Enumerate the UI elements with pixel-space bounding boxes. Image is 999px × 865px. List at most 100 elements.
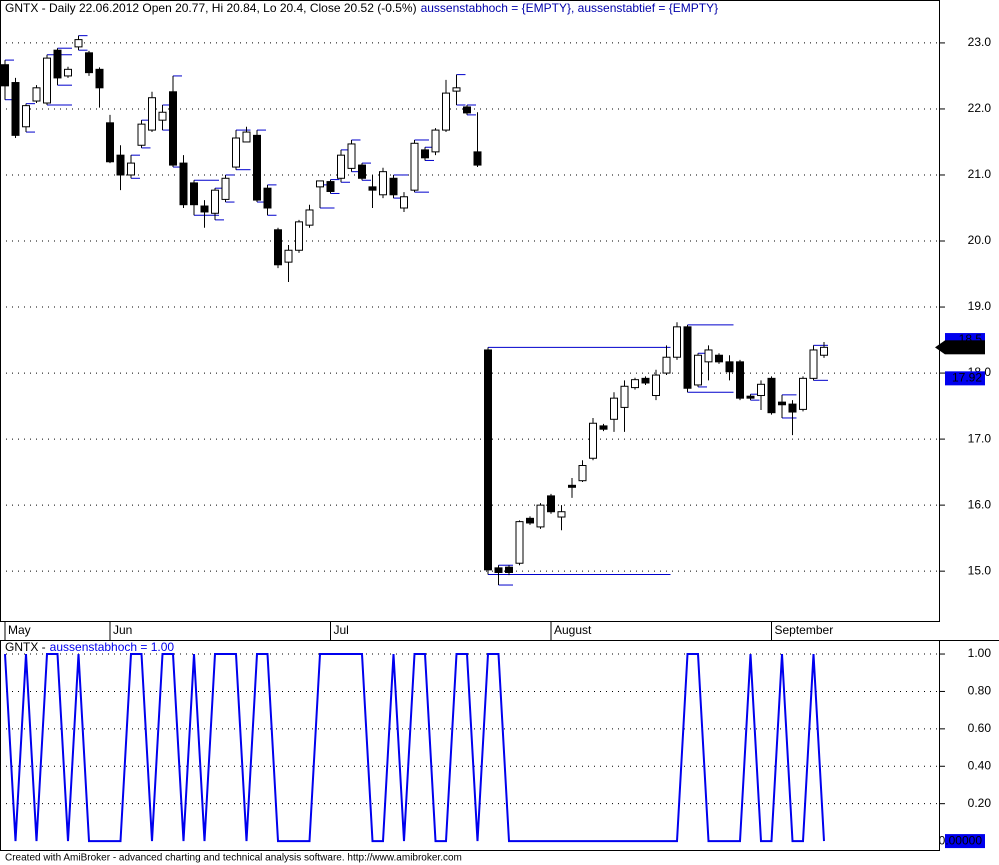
y-tick-label: 15.0	[968, 563, 992, 577]
candle-body	[179, 162, 188, 206]
candle-body	[599, 425, 608, 430]
candle-body	[473, 151, 482, 166]
candle-body	[316, 180, 324, 188]
y-tick-label: 17.0	[968, 431, 992, 445]
candle-body	[400, 196, 408, 209]
candle-body	[746, 395, 755, 399]
candle-body	[85, 52, 93, 74]
candle-body	[505, 566, 513, 573]
candle-body	[410, 142, 419, 191]
candle-body	[358, 164, 366, 179]
candle-body	[295, 221, 303, 251]
candle-body	[515, 521, 524, 564]
price-marker-label: 17.92	[952, 371, 982, 385]
candle-body	[788, 403, 797, 413]
candle-body	[284, 249, 293, 263]
candle-body	[725, 361, 734, 373]
candle-body	[337, 154, 345, 179]
y-tick-label: 0.60	[968, 721, 992, 735]
x-tick-label: Jul	[334, 623, 349, 637]
candle-body	[95, 68, 104, 89]
candle-body	[484, 349, 492, 571]
candle-body	[442, 92, 450, 131]
candle-body	[694, 354, 702, 386]
candle-body	[536, 504, 545, 528]
marker-arrow	[935, 340, 945, 355]
title: GNTX - Daily 22.06.2012 Open 20.77, Hi 2…	[5, 1, 417, 15]
indicator-title: GNTX - aussenstabhoch = 1.00	[5, 640, 174, 654]
candle-body	[1, 64, 9, 87]
candle-body	[326, 181, 335, 192]
candle-body	[169, 91, 177, 166]
price-marker	[945, 834, 985, 849]
candle-body	[704, 349, 713, 363]
candle-body	[641, 377, 650, 384]
candle-body	[463, 106, 471, 114]
candle-body	[379, 171, 387, 196]
candle-body	[557, 511, 566, 518]
indicator-pane	[0, 640, 940, 851]
candle-body	[452, 87, 461, 92]
candle-body	[568, 484, 576, 488]
candle-body	[200, 205, 209, 213]
candle-body	[715, 354, 723, 363]
y-tick-label: 23.0	[968, 35, 992, 49]
candle-body	[683, 326, 692, 389]
candle-body	[578, 465, 587, 482]
candle-body	[32, 87, 41, 102]
y-tick-label: 20.0	[968, 233, 992, 247]
indicator-line	[4, 653, 825, 843]
candle-body	[652, 374, 660, 397]
candle-body	[368, 186, 377, 191]
x-tick-label: May	[8, 623, 31, 637]
candle-body	[242, 131, 251, 143]
price-title: GNTX - Daily 22.06.2012 Open 20.77, Hi 2…	[5, 1, 718, 15]
candle-body	[820, 346, 828, 356]
candle-body	[148, 97, 156, 131]
y-tick-label: 16.0	[968, 497, 992, 511]
candle-body	[137, 123, 146, 146]
candle-body	[190, 182, 198, 206]
candle-body	[757, 383, 765, 397]
candle-body	[305, 209, 314, 226]
y-tick-label: 1.00	[968, 646, 992, 660]
candle-body	[767, 377, 776, 414]
x-tick-label: August	[554, 623, 592, 637]
title: GNTX -	[5, 640, 46, 654]
y-tick-label: 0.80	[968, 684, 992, 698]
subtitle: aussenstabhoch = 1.00	[50, 640, 175, 654]
candle-body	[263, 187, 272, 209]
candle-body	[221, 177, 230, 200]
candle-body	[736, 361, 744, 399]
candle-body	[673, 326, 681, 358]
candle-body	[211, 189, 219, 214]
candle-body	[53, 49, 62, 79]
candle-body	[158, 111, 167, 121]
x-tick-label: September	[775, 623, 834, 637]
candle-body	[589, 422, 597, 459]
candle-body	[347, 143, 356, 169]
candle-body	[799, 377, 807, 410]
candle-body	[127, 162, 135, 176]
candle-body	[421, 149, 429, 159]
candle-body	[631, 379, 639, 389]
candle-body	[547, 495, 555, 513]
footer: Created with AmiBroker - advanced charti…	[5, 853, 462, 864]
candle-body	[662, 356, 671, 374]
candle-body	[778, 401, 786, 406]
candle-body	[274, 229, 282, 266]
y-tick-label: 0.20	[968, 796, 992, 810]
x-tick-label: Jun	[113, 623, 132, 637]
price-marker-label: 0.00000	[939, 833, 983, 847]
candle-body	[253, 134, 261, 201]
candle-body	[431, 129, 440, 153]
candle-body	[526, 517, 534, 524]
candle-body	[620, 385, 629, 408]
subtitle: aussenstabhoch = {EMPTY}, aussenstabtief…	[421, 1, 719, 15]
candle-body	[11, 82, 20, 136]
candle-body	[116, 154, 125, 176]
price-marker-label: 18.39	[952, 339, 982, 353]
candle-body	[232, 137, 240, 168]
